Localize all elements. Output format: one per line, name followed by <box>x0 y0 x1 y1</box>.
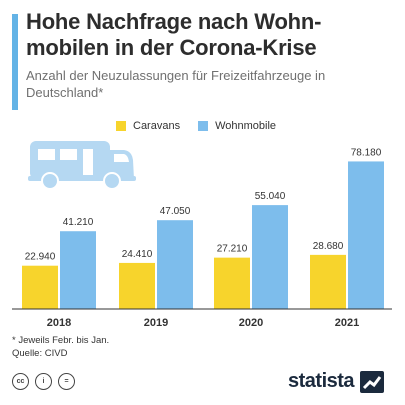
data-label-caravans-2019: 24.410 <box>122 249 153 260</box>
bar-wohnmobile-2018 <box>60 231 96 309</box>
legend-item-wohnmobile: Wohnmobile <box>198 120 276 132</box>
footnote-block: * Jeweils Febr. bis Jan. Quelle: CIVD <box>12 334 109 360</box>
legend-label-caravans: Caravans <box>133 120 181 132</box>
data-label-caravans-2018: 22.940 <box>25 252 56 263</box>
bar-caravans-2018 <box>22 265 58 309</box>
data-label-wohnmobile-2018: 41.210 <box>63 217 94 228</box>
bar-caravans-2020 <box>214 257 250 309</box>
data-label-caravans-2020: 27.210 <box>217 244 248 255</box>
x-tick-label-2018: 2018 <box>47 317 71 329</box>
data-label-caravans-2021: 28.680 <box>313 241 344 252</box>
license-icons: cc i = <box>12 373 81 390</box>
brand-name: statista <box>288 370 355 392</box>
bar-caravans-2021 <box>310 254 346 309</box>
x-tick-label-2019: 2019 <box>144 317 168 329</box>
legend-swatch-caravans <box>116 121 126 131</box>
x-tick-label-2020: 2020 <box>239 317 263 329</box>
legend-swatch-wohnmobile <box>198 121 209 131</box>
camper-van-icon <box>28 141 136 190</box>
data-label-wohnmobile-2019: 47.050 <box>160 206 191 217</box>
statista-logo-icon <box>360 370 385 393</box>
data-label-wohnmobile-2021: 78.180 <box>351 147 382 158</box>
by-icon[interactable]: i <box>35 373 52 390</box>
footnote: * Jeweils Febr. bis Jan. <box>12 335 110 346</box>
cc-icon[interactable]: cc <box>12 373 29 390</box>
bar-wohnmobile-2020 <box>252 205 288 309</box>
accent-bar <box>12 14 18 110</box>
bar-caravans-2019 <box>119 262 155 309</box>
legend-label-wohnmobile: Wohnmobile <box>215 120 277 132</box>
nd-icon[interactable]: = <box>58 373 75 390</box>
chart-title: Hohe Nachfrage nach Wohn-mobilen in der … <box>26 9 322 60</box>
bar-wohnmobile-2019 <box>157 220 193 309</box>
bar-wohnmobile-2021 <box>348 161 384 309</box>
legend-item-caravans: Caravans <box>116 120 180 132</box>
chart-subtitle: Anzahl der Neuzulassungen für Freizeitfa… <box>26 68 326 100</box>
x-tick-label-2021: 2021 <box>335 317 359 329</box>
source: Quelle: CIVD <box>12 348 68 359</box>
data-label-wohnmobile-2020: 55.040 <box>255 191 286 202</box>
legend: Caravans Wohnmobile <box>116 119 294 133</box>
brand[interactable]: statista <box>288 370 385 393</box>
